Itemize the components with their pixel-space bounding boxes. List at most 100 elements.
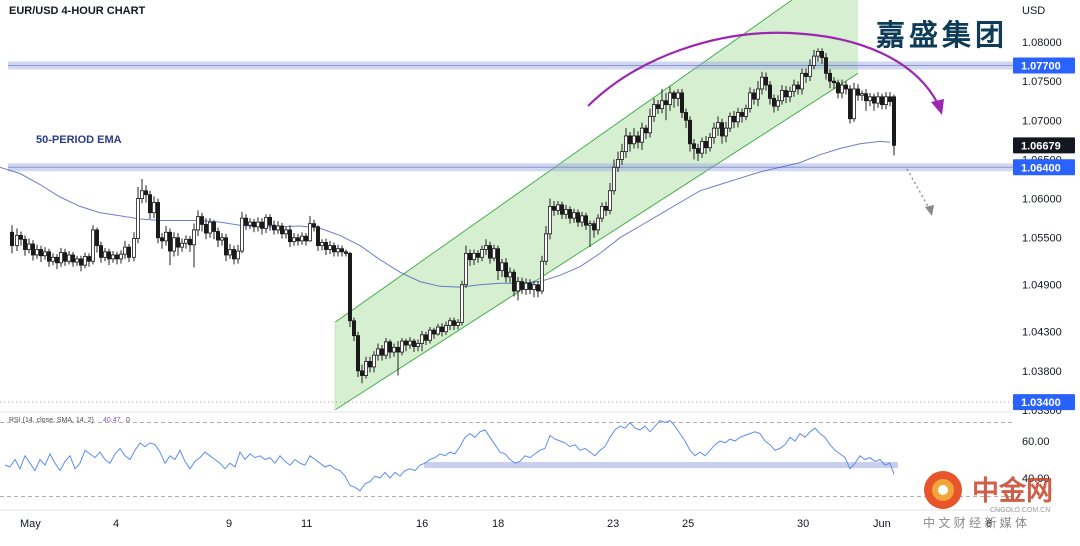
candle-123 [503, 258, 508, 283]
ema-label: 50-PERIOD EMA [36, 134, 122, 146]
candle-161 [656, 99, 661, 115]
price-badge-text-1: 1.06679 [1021, 140, 1061, 152]
candle-13 [63, 248, 68, 266]
candle-70 [291, 233, 296, 246]
rounding-top-arc [587, 31, 944, 216]
candle-157 [640, 122, 645, 151]
candle-19 [87, 253, 92, 267]
candle-152 [620, 143, 625, 165]
candle-62 [259, 218, 264, 235]
candle-158 [644, 124, 649, 140]
candle-1 [14, 228, 19, 252]
candle-164 [668, 86, 673, 111]
support-resistance-levels [0, 61, 1013, 403]
candle-192 [780, 85, 785, 105]
candle-190 [772, 94, 777, 113]
candle-195 [792, 79, 797, 97]
candle-150 [612, 159, 617, 195]
candle-60 [251, 218, 256, 233]
candle-87 [359, 364, 364, 384]
candle-99 [407, 337, 412, 349]
candle-58 [243, 214, 248, 230]
candle-189 [768, 81, 773, 105]
x-tick-4: 16 [416, 518, 428, 530]
x-tick-8: 30 [797, 518, 809, 530]
candle-98 [403, 338, 408, 352]
candle-59 [247, 218, 252, 230]
candle-146 [596, 214, 601, 235]
candle-194 [788, 86, 793, 103]
candle-204 [828, 69, 833, 89]
candle-75 [311, 219, 316, 232]
candle-90 [371, 351, 376, 373]
candle-50 [211, 219, 216, 240]
candle-26 [115, 251, 120, 265]
candle-67 [279, 222, 284, 239]
y-tick-5: 1.05500 [1022, 233, 1062, 245]
x-tick-5: 18 [492, 518, 504, 530]
candle-68 [283, 226, 288, 239]
candle-35 [151, 196, 156, 219]
candle-174 [708, 132, 713, 152]
watermark-name: 中金网 [972, 475, 1053, 506]
candle-110 [451, 317, 456, 331]
rsi-support-band [424, 462, 898, 469]
candle-18 [83, 252, 88, 269]
y-tick-4: 1.06000 [1022, 194, 1062, 206]
candle-61 [255, 217, 260, 232]
candle-25 [111, 251, 116, 263]
candle-14 [67, 251, 72, 265]
candle-115 [471, 249, 476, 266]
candle-214 [868, 92, 873, 107]
candle-119 [487, 241, 492, 264]
candle-159 [648, 108, 653, 138]
candle-66 [275, 221, 280, 234]
candle-219 [888, 92, 893, 107]
brand-logo: 嘉 盛 集 团 [876, 19, 1004, 52]
candle-129 [528, 279, 533, 295]
currency-label: USD [1022, 5, 1045, 17]
candle-86 [355, 331, 360, 378]
price-badge-2 [1013, 159, 1075, 176]
candle-170 [692, 139, 697, 160]
candle-176 [716, 116, 721, 136]
candle-180 [732, 110, 737, 129]
candle-163 [664, 92, 669, 121]
candle-198 [804, 68, 809, 83]
candle-193 [784, 85, 789, 104]
candle-24 [107, 248, 112, 266]
candle-138 [564, 204, 569, 219]
candle-40 [171, 232, 176, 257]
candle-47 [199, 212, 204, 232]
candle-162 [660, 88, 665, 114]
candle-124 [507, 267, 512, 283]
candle-173 [704, 135, 709, 154]
channel-lower-line [334, 72, 859, 411]
candle-178 [724, 121, 729, 143]
price-badge-0 [1013, 57, 1075, 74]
candle-149 [608, 182, 613, 215]
watermark-tagline: 中 文 财 经 新 媒 体 [923, 515, 1027, 530]
price-axis: 1.080001.075001.070001.065001.060001.055… [1013, 37, 1075, 485]
candle-23 [103, 247, 108, 262]
candle-108 [443, 321, 448, 335]
candle-203 [824, 52, 829, 80]
candle-187 [760, 71, 765, 95]
candle-118 [483, 239, 488, 255]
candle-78 [323, 238, 328, 255]
candle-122 [499, 258, 504, 277]
candle-9 [47, 248, 52, 267]
rsi-tick-0: 60.00 [1022, 436, 1050, 448]
candle-126 [516, 276, 521, 301]
candle-202 [820, 48, 825, 64]
candle-139 [568, 206, 573, 224]
candle-92 [379, 345, 384, 361]
candle-188 [764, 72, 769, 91]
projection-arrow-icon [925, 205, 934, 216]
candle-2 [18, 231, 23, 246]
candle-137 [560, 201, 565, 219]
candle-97 [399, 337, 404, 356]
candle-145 [592, 220, 597, 238]
candle-175 [712, 122, 717, 144]
candle-84 [347, 251, 352, 328]
